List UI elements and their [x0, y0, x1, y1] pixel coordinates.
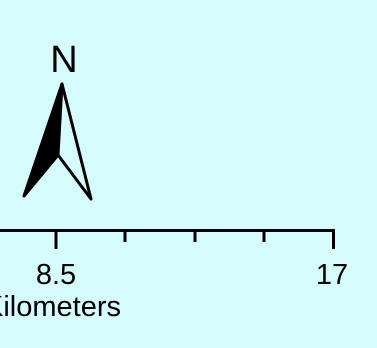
north-arrow-left-half — [22, 82, 64, 198]
north-arrow-right-half — [56, 82, 93, 201]
scale-bar: 8.5 17 Kilometers — [0, 229, 348, 323]
scale-tick-label: 8.5 — [36, 259, 76, 291]
north-arrow: N — [22, 39, 93, 201]
north-label: N — [50, 39, 77, 81]
scale-tick-label: 17 — [316, 259, 348, 291]
scale-unit-label: Kilometers — [0, 291, 121, 323]
